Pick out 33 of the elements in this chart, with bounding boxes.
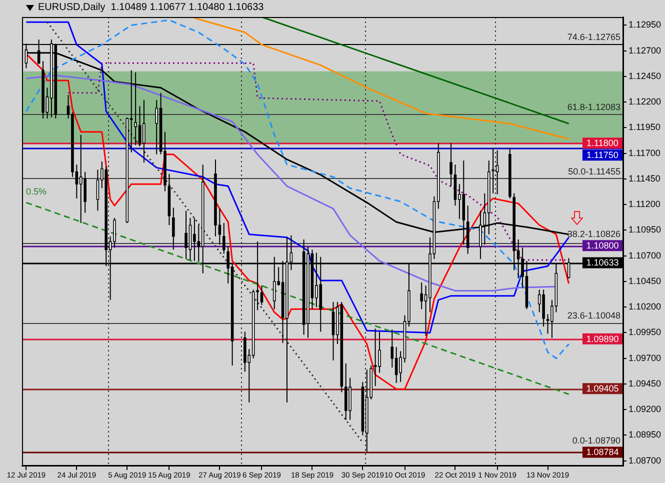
ref-line-label: 1.10633 [586,258,619,268]
ref-line-label: 1.09405 [586,384,619,394]
y-tick-label: 1.11200 [628,199,660,210]
y-tick-label: 1.11450 [628,173,660,184]
chart-title: EURUSD,Daily 1.10489 1.10677 1.10480 1.10633 [38,2,264,13]
ref-line-label: 1.09890 [586,334,619,344]
y-tick-label: 1.10450 [628,276,662,286]
y-tick-label: 1.09200 [628,404,662,414]
annotation: 50.0-1.11455 [568,166,620,176]
y-tick-label: 1.08700 [628,455,662,466]
y-tick-label: 1.09950 [628,327,662,338]
ref-line-label: 1.11750 [586,150,618,160]
y-tick-label: 1.12700 [628,45,662,56]
y-tick-label: 1.09450 [628,378,662,388]
annotation: 0.5% [26,186,47,197]
annotation: 61.8-1.12083 [567,102,620,112]
y-tick-label: 1.12950 [628,20,662,30]
ref-line-label: 1.11800 [586,138,618,148]
ref-line-label: 1.08784 [586,447,619,458]
y-tick-label: 1.11950 [628,122,660,132]
annotation: 38.2-1.10826 [567,229,620,240]
y-tick-label: 1.12450 [628,70,662,81]
annotation: 74.6-1.12765 [567,32,620,42]
y-tick-label: 1.10200 [628,302,662,312]
y-tick-label: 1.10700 [628,250,662,260]
y-tick-label: 1.11700 [628,148,660,158]
y-tick-label: 1.10950 [628,224,662,235]
ref-line-label: 1.10800 [586,240,619,251]
annotation: 0.0-1.08790 [572,436,620,446]
y-tick-label: 1.12200 [628,96,662,107]
y-tick-label: 1.08950 [628,430,662,440]
annotation: 23.6-1.10048 [567,310,620,321]
y-tick-label: 1.09700 [628,352,662,363]
